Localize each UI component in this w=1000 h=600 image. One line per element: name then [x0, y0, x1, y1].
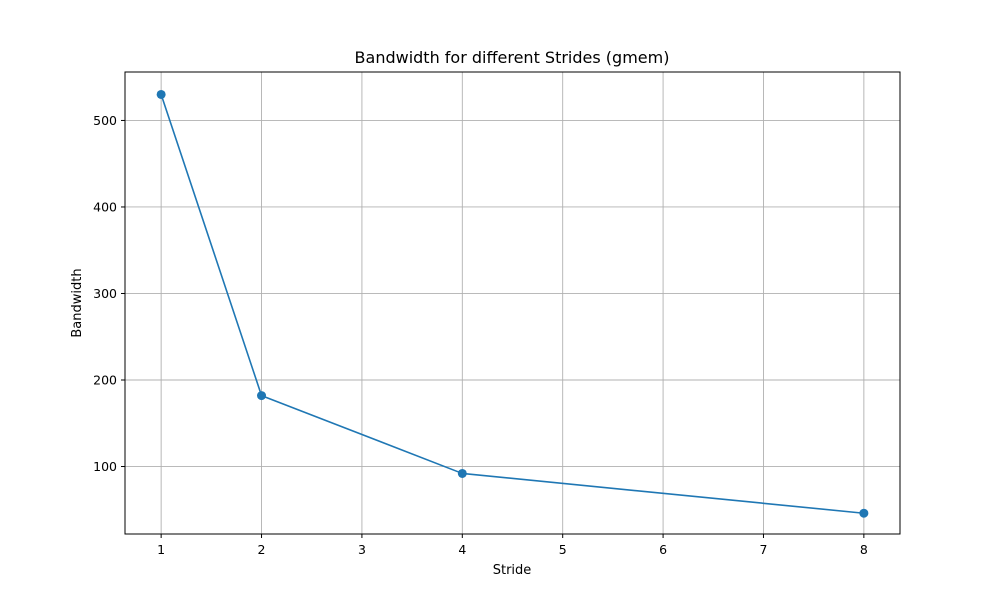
- x-axis-label: Stride: [493, 563, 532, 578]
- data-point: [859, 508, 869, 518]
- x-tick-label: 6: [659, 542, 667, 557]
- series-layer: [156, 89, 869, 518]
- series-line: [160, 94, 864, 515]
- y-tick-label: 400: [93, 199, 117, 214]
- x-tick-label: 3: [358, 542, 366, 557]
- x-tick-label: 2: [258, 542, 266, 557]
- y-tick-label: 500: [93, 113, 117, 128]
- y-tick-label: 300: [93, 286, 117, 301]
- data-point: [257, 391, 267, 401]
- data-point: [156, 89, 166, 99]
- chart-title: Bandwidth for different Strides (gmem): [355, 48, 670, 67]
- x-tick-label: 7: [759, 542, 767, 557]
- x-tick-label: 1: [157, 542, 165, 557]
- gridlines: [125, 72, 900, 534]
- y-tick-label: 100: [93, 459, 117, 474]
- y-tick-label: 200: [93, 373, 117, 388]
- x-tick-label: 4: [458, 542, 466, 557]
- y-axis-label: Bandwidth: [70, 268, 85, 337]
- plot-area-frame: [124, 71, 901, 535]
- x-tick-label: 8: [860, 542, 868, 557]
- data-point: [457, 468, 467, 478]
- y-axis-ticks: 100 200 300 400 500: [93, 113, 125, 474]
- x-tick-label: 5: [559, 542, 567, 557]
- x-axis-ticks: 1 2 3 4 5 6 7 8: [157, 534, 868, 557]
